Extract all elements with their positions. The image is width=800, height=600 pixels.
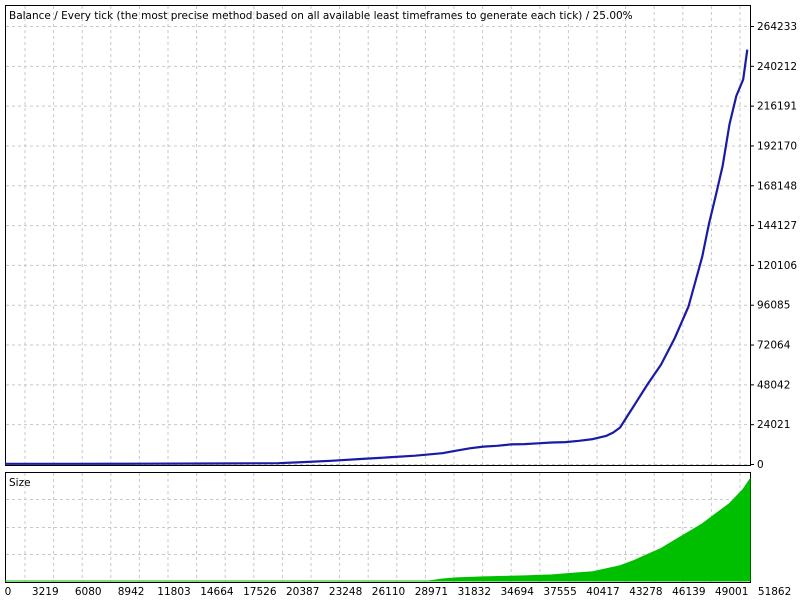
y-tick-label: 72064: [757, 340, 791, 352]
size-grid: [6, 473, 750, 582]
x-tick-label: 31832: [458, 586, 491, 598]
size-area-group: [5, 477, 751, 582]
x-tick-label: 34694: [500, 586, 534, 598]
x-tick-label: 28971: [415, 586, 448, 598]
y-tick-label: 192170: [757, 140, 797, 152]
x-tick-label: 14664: [200, 586, 234, 598]
y-tick-label: 96085: [757, 300, 790, 312]
size-chart-title: Size: [9, 477, 31, 489]
x-tick-label: 51862: [758, 586, 791, 598]
y-tick-label: 264233: [757, 21, 797, 33]
y-tick-label: 120106: [757, 260, 797, 272]
y-tick-label: 48042: [757, 379, 790, 391]
x-tick-label: 23248: [329, 586, 362, 598]
x-tick-label: 43278: [629, 586, 662, 598]
x-axis-ticks: 0 3219 6080 8942 11803 14664 17526 20387 23248 26…: [5, 586, 792, 598]
x-tick-label: 49001: [715, 586, 748, 598]
balance-panel-frame: [5, 5, 751, 466]
x-tick-label: 0: [5, 586, 12, 598]
balance-line-group: [5, 49, 749, 465]
main-grid: [6, 6, 750, 465]
x-tick-label: 8942: [118, 586, 145, 598]
y-tick-label: 168148: [757, 180, 797, 192]
x-tick-label: 46139: [672, 586, 705, 598]
size-area: [5, 477, 751, 582]
x-tick-label: 40417: [586, 586, 619, 598]
x-tick-label: 17526: [243, 586, 277, 598]
x-tick-label: 20387: [286, 586, 319, 598]
y-tick-label: 24021: [757, 419, 790, 431]
balance-chart-title: Balance / Every tick (the most precise m…: [9, 10, 633, 22]
x-tick-label: 3219: [32, 586, 59, 598]
y-tick-label: 240212: [757, 61, 797, 73]
x-tick-label: 11803: [157, 586, 190, 598]
y-tick-label: 0: [757, 459, 764, 471]
balance-line: [5, 49, 749, 465]
x-tick-label: 26110: [372, 586, 405, 598]
y-tick-label: 144127: [757, 220, 797, 232]
x-tick-label: 6080: [75, 586, 102, 598]
y-axis-ticks: 264233 240212 216191 192170 168148 144127 1201…: [750, 21, 797, 471]
y-tick-label: 216191: [757, 101, 797, 113]
x-tick-label: 37555: [543, 586, 576, 598]
